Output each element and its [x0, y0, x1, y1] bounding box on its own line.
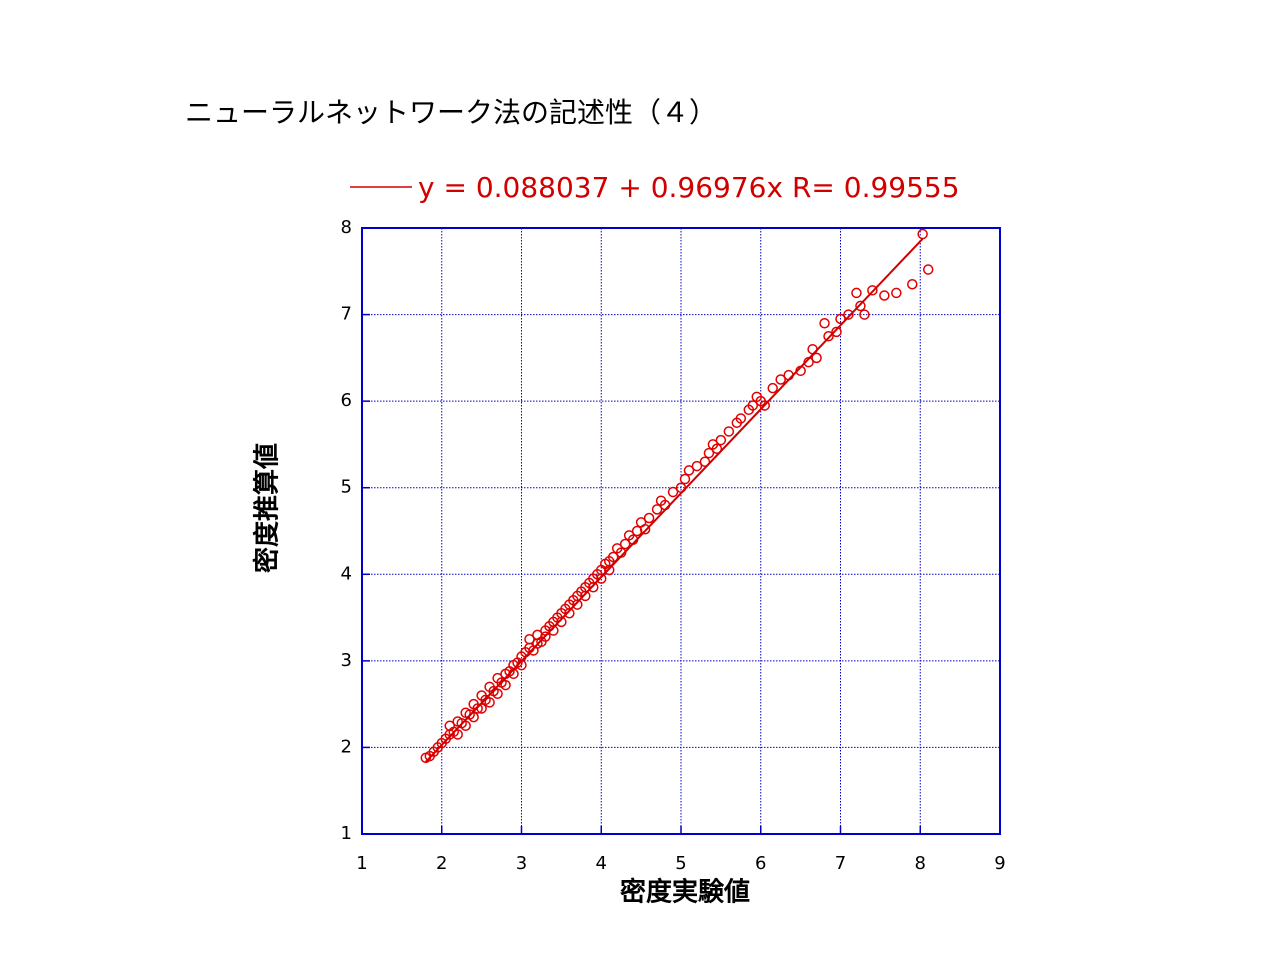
- point: [619, 538, 631, 550]
- point: [500, 679, 511, 691]
- point: [831, 326, 842, 338]
- point: [596, 573, 607, 584]
- point: [879, 290, 890, 301]
- point: [679, 473, 691, 485]
- point: [703, 447, 715, 459]
- point: [588, 582, 599, 593]
- point: [564, 607, 575, 619]
- point: [811, 352, 822, 364]
- point: [651, 504, 663, 515]
- point: [723, 426, 735, 437]
- y-tick-label: 8: [341, 217, 352, 238]
- point: [823, 330, 834, 342]
- point: [452, 729, 463, 740]
- y-tick-label: 3: [341, 650, 352, 671]
- y-axis-label: 密度推算値: [252, 443, 283, 573]
- point: [859, 309, 870, 320]
- point: [556, 616, 567, 628]
- y-tick-label: 1: [341, 823, 352, 844]
- point: [711, 443, 723, 455]
- x-axis-label: 密度実験値: [620, 877, 750, 908]
- point: [607, 551, 619, 563]
- point: [667, 486, 679, 498]
- y-tick-label: 7: [341, 304, 352, 325]
- chart-title: ニューラルネットワーク法の記述性（４）: [185, 96, 717, 129]
- point: [922, 264, 934, 275]
- point: [603, 564, 615, 576]
- point: [851, 287, 862, 299]
- point: [524, 633, 535, 645]
- x-tick-label: 2: [436, 853, 447, 874]
- y-tick-label: 2: [341, 736, 352, 757]
- point: [715, 434, 727, 446]
- point: [643, 512, 655, 524]
- point: [631, 525, 643, 537]
- x-tick-label: 9: [994, 853, 1005, 874]
- plot-frame: [361, 227, 1001, 835]
- y-tick-label: 5: [341, 477, 352, 498]
- x-tick-label: 1: [356, 853, 367, 874]
- point: [683, 465, 695, 476]
- point: [699, 456, 711, 467]
- x-tick-label: 8: [915, 853, 926, 874]
- x-tick-label: 3: [516, 853, 527, 874]
- point: [819, 317, 830, 329]
- x-tick-label: 4: [596, 853, 607, 874]
- point: [835, 313, 846, 325]
- point: [492, 688, 503, 700]
- legend-entry: y = 0.088037 + 0.96976x R= 0.99555: [418, 171, 960, 204]
- point: [580, 590, 591, 602]
- point: [917, 228, 928, 240]
- point: [855, 300, 866, 312]
- y-tick-label: 6: [341, 390, 352, 411]
- point: [767, 382, 778, 394]
- point: [572, 599, 583, 610]
- y-tick-label: 4: [341, 563, 352, 584]
- point: [472, 703, 483, 714]
- point: [907, 279, 918, 290]
- point: [759, 400, 770, 411]
- fit-line: [425, 238, 924, 763]
- point: [484, 697, 495, 708]
- point: [747, 400, 759, 411]
- x-tick-label: 6: [755, 853, 766, 874]
- point: [775, 374, 786, 385]
- point: [540, 631, 551, 642]
- x-tick-label: 5: [675, 853, 686, 874]
- point: [843, 309, 854, 320]
- x-tick-label: 7: [835, 853, 846, 874]
- point: [691, 460, 703, 472]
- point: [891, 287, 902, 299]
- point: [735, 413, 747, 424]
- point: [867, 285, 878, 296]
- point: [639, 524, 651, 535]
